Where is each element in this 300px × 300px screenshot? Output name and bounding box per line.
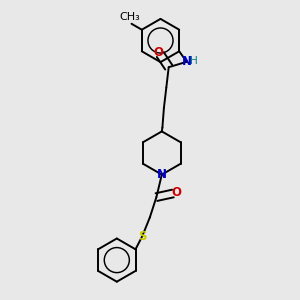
Text: N: N — [157, 168, 167, 181]
Text: N: N — [182, 55, 192, 68]
Text: O: O — [153, 46, 163, 59]
Text: S: S — [138, 230, 147, 243]
Text: O: O — [171, 186, 181, 200]
Text: CH₃: CH₃ — [120, 12, 140, 22]
Text: H: H — [190, 56, 198, 66]
